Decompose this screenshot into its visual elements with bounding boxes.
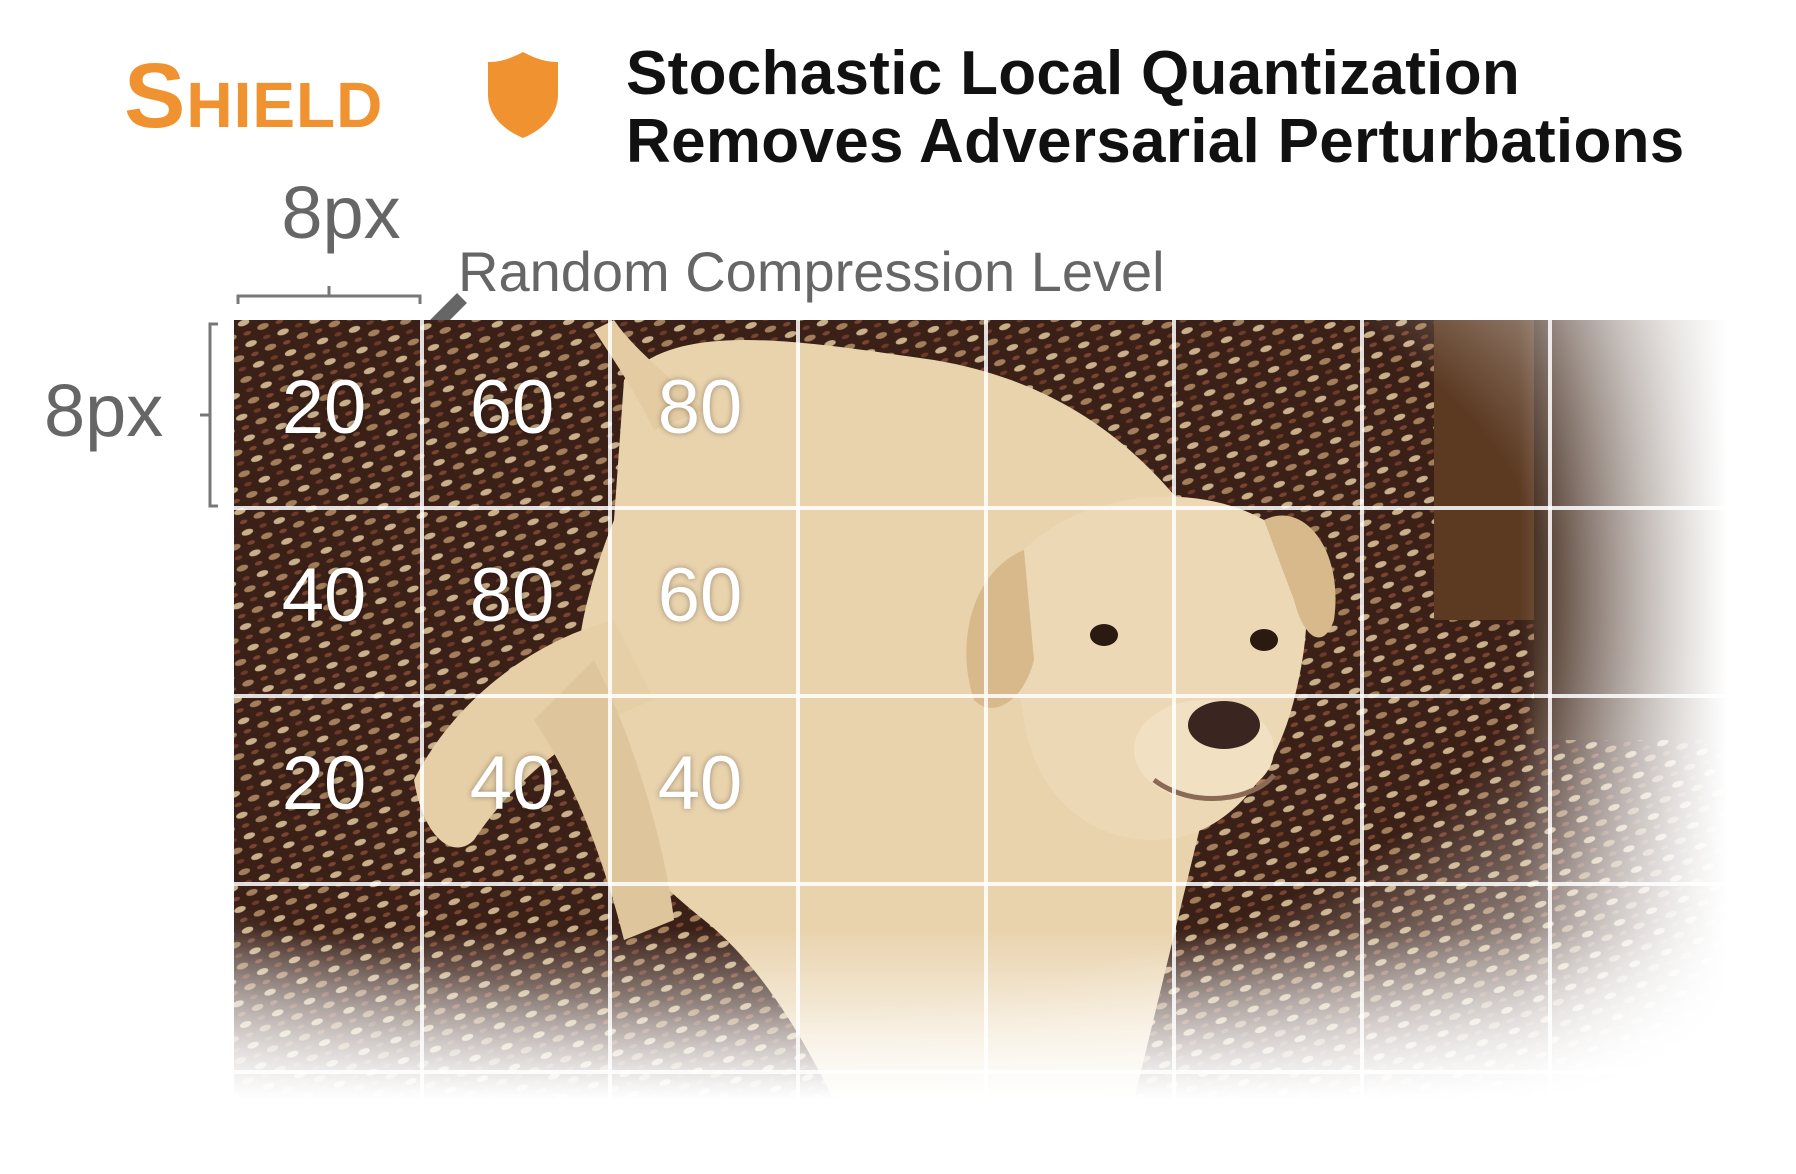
random-compression-label: Random Compression Level bbox=[458, 240, 1165, 303]
block-height-label: 8px bbox=[44, 369, 164, 452]
compression-level-r2c3: 60 bbox=[657, 553, 743, 638]
compression-level-r3c3: 40 bbox=[657, 741, 743, 826]
quantized-image: 20 60 80 40 80 60 20 40 40 bbox=[234, 320, 1728, 1100]
headline: Stochastic Local Quantization Removes Ad… bbox=[626, 40, 1766, 176]
compression-level-r1c3: 80 bbox=[657, 365, 743, 450]
shield-logo: Shield bbox=[124, 46, 383, 146]
block-grid bbox=[234, 320, 1728, 1100]
compression-level-r3c1: 20 bbox=[281, 741, 367, 826]
shield-icon bbox=[488, 52, 558, 138]
block-width-label: 8px bbox=[281, 171, 401, 254]
compression-level-r1c2: 60 bbox=[469, 365, 555, 450]
width-bracket bbox=[236, 286, 422, 304]
height-bracket bbox=[200, 322, 218, 508]
logo-text: Shield bbox=[124, 45, 384, 147]
headline-line-2: Removes Adversarial Perturbations bbox=[626, 107, 1685, 176]
headline-line-1: Stochastic Local Quantization bbox=[626, 39, 1521, 108]
compression-level-r2c1: 40 bbox=[281, 553, 367, 638]
compression-level-r1c1: 20 bbox=[281, 365, 367, 450]
compression-level-r2c2: 80 bbox=[469, 553, 555, 638]
dog-photo bbox=[234, 320, 1728, 1100]
compression-level-r3c2: 40 bbox=[469, 741, 555, 826]
